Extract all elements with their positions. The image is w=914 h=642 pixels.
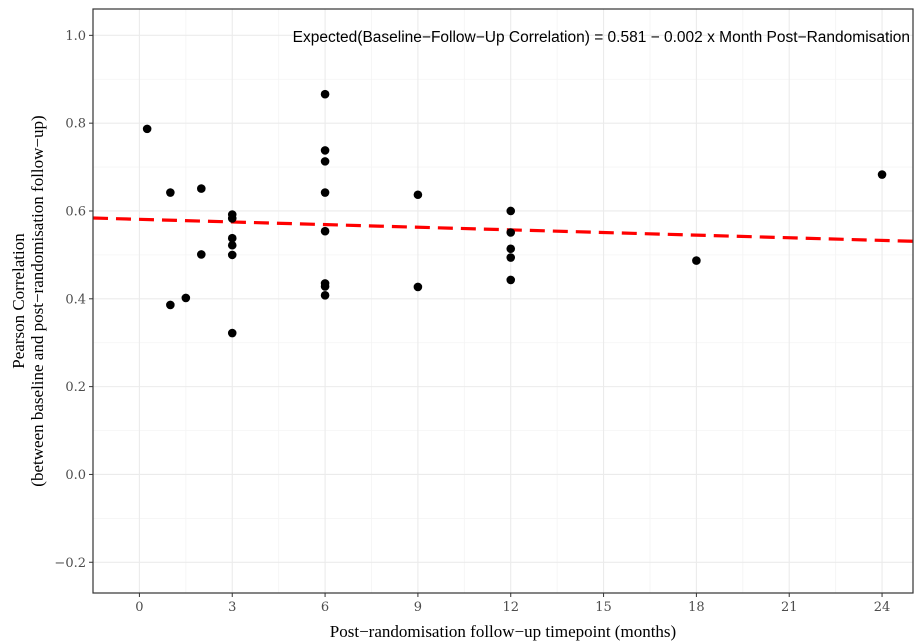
x-tick-label: 15 xyxy=(595,600,612,615)
y-tick-label: 0.6 xyxy=(65,204,86,219)
y-tick-label: 0.8 xyxy=(65,117,86,132)
regression-annotation: Expected(Baseline−Follow−Up Correlation)… xyxy=(293,29,910,46)
data-point xyxy=(692,256,701,265)
data-point xyxy=(320,290,330,300)
data-point xyxy=(320,282,330,291)
data-point xyxy=(227,214,237,223)
y-tick-label: −0.2 xyxy=(54,556,86,571)
x-axis-title: Post−randomisation follow−up timepoint (… xyxy=(330,622,676,641)
data-point xyxy=(166,188,175,197)
data-point xyxy=(320,89,330,99)
data-point xyxy=(227,233,237,243)
y-axis-title: Pearson Correlation (between baseline an… xyxy=(9,115,47,486)
y-tick-label: 0.2 xyxy=(65,380,86,395)
data-point xyxy=(197,250,206,259)
data-point xyxy=(320,226,330,236)
data-point xyxy=(506,275,516,285)
data-points xyxy=(142,89,887,338)
data-point xyxy=(227,250,237,260)
data-point xyxy=(413,282,423,292)
x-tick-label: 24 xyxy=(874,600,891,615)
y-axis-title-line-2: (between baseline and post−randomisation… xyxy=(28,115,47,486)
panel-border xyxy=(92,8,914,594)
data-point xyxy=(320,188,330,197)
minor-grid xyxy=(93,9,913,593)
x-tick-label: 9 xyxy=(414,600,422,615)
x-axis-ticks: 0 3 6 9 12 15 18 21 24 xyxy=(135,593,890,615)
y-axis-title-line-1: Pearson Correlation xyxy=(9,233,28,369)
data-point xyxy=(506,253,516,262)
data-point xyxy=(506,244,516,254)
data-point xyxy=(877,170,887,179)
major-grid xyxy=(93,9,913,593)
y-tick-label: 1.0 xyxy=(65,29,86,44)
trend-line-group xyxy=(92,216,914,243)
data-point xyxy=(197,184,206,193)
data-point xyxy=(181,293,191,303)
data-point xyxy=(227,240,237,250)
data-point xyxy=(166,300,175,310)
x-tick-label: 21 xyxy=(781,600,798,615)
x-tick-label: 0 xyxy=(135,600,143,615)
x-tick-label: 6 xyxy=(321,600,329,615)
x-tick-label: 3 xyxy=(228,600,236,615)
data-point xyxy=(506,228,516,237)
trend-line xyxy=(92,216,914,243)
data-point xyxy=(506,206,516,216)
data-point xyxy=(320,146,330,155)
x-tick-label: 12 xyxy=(502,600,519,615)
data-point xyxy=(142,124,152,134)
y-tick-label: 0.4 xyxy=(65,292,86,307)
data-point xyxy=(413,190,423,200)
y-axis-ticks: −0.2 0.0 0.2 0.4 0.6 0.8 1.0 xyxy=(54,29,93,571)
y-tick-label: 0.0 xyxy=(65,468,86,483)
x-tick-label: 18 xyxy=(688,600,705,615)
data-point xyxy=(227,328,237,338)
data-point xyxy=(320,157,330,166)
